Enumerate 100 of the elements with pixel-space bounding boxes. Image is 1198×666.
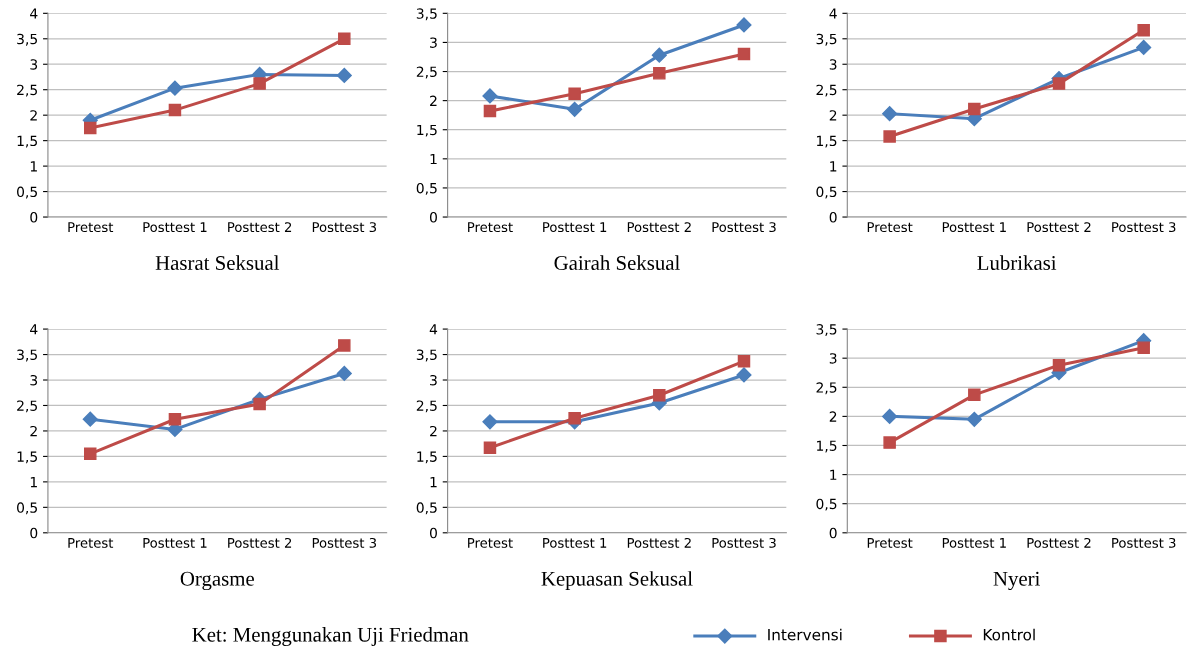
y-tick-label: 2 — [829, 110, 837, 121]
y-tick-label: 3 — [829, 353, 837, 364]
point — [253, 77, 266, 90]
x-tick-label: Pretest — [68, 222, 114, 233]
y-tick-label: 2 — [30, 110, 37, 121]
point — [737, 47, 751, 61]
y-tick-label: 1,5 — [417, 124, 437, 137]
text: Lubrikasi — [977, 255, 1057, 271]
text: Hasrat Seksual — [155, 255, 280, 271]
y-tick-label: 3 — [30, 374, 38, 386]
y-tick-label: 3 — [30, 59, 38, 70]
y-tick-label: 1,5 — [17, 135, 37, 148]
point — [653, 67, 666, 80]
point — [568, 411, 581, 425]
y-tick-label: 1,5 — [417, 451, 437, 464]
x-tick-label: Pretest — [468, 538, 513, 548]
y-tick-label: 2 — [30, 425, 37, 437]
y-tick-label: 2,5 — [416, 400, 437, 413]
point — [883, 436, 896, 449]
y-tick-label: 0,5 — [17, 186, 37, 199]
text: Orgasme — [180, 571, 254, 591]
x-tick-label: Posttest 2 — [1027, 537, 1091, 548]
point — [483, 104, 497, 118]
y-tick-label: 0,5 — [816, 498, 837, 511]
y-tick-label: 2,5 — [17, 84, 37, 97]
x-tick-label: Posttest 3 — [712, 222, 776, 233]
point — [84, 121, 97, 135]
y-tick-label: 0,5 — [816, 186, 837, 199]
point — [1137, 341, 1150, 354]
text: Nyeri — [993, 571, 1040, 591]
x-tick-label: Posttest 1 — [942, 538, 1006, 548]
y-tick-label: 4 — [30, 8, 38, 19]
point — [482, 88, 498, 104]
x-tick-label: Posttest 3 — [312, 537, 377, 548]
point — [167, 80, 183, 96]
y-tick-label: 1 — [30, 477, 37, 488]
text: Ket: Menggunakan Uji Friedman — [192, 627, 469, 647]
point — [883, 130, 896, 143]
x-tick-label: Pretest — [867, 538, 913, 548]
x-tick-label: Posttest 3 — [1112, 222, 1176, 233]
y-tick-label: 0,5 — [416, 502, 437, 515]
y-tick-label: 1 — [830, 161, 837, 172]
x-tick-label: Pretest — [867, 222, 913, 233]
point — [968, 388, 981, 402]
point — [168, 103, 182, 117]
point — [1137, 23, 1150, 37]
point — [253, 397, 266, 411]
y-tick-label: 2,5 — [816, 84, 837, 97]
x-tick-label: Posttest 3 — [712, 537, 776, 548]
y-tick-label: 1,5 — [817, 440, 837, 453]
point — [567, 101, 583, 117]
point — [651, 47, 667, 63]
x-tick-label: Posttest 1 — [143, 538, 207, 548]
point — [882, 408, 898, 424]
y-tick-label: 2,5 — [416, 66, 437, 79]
point — [736, 367, 752, 383]
point — [968, 102, 981, 116]
point — [168, 412, 182, 426]
y-tick-label: 0 — [30, 212, 38, 223]
x-tick-label: Pretest — [68, 538, 114, 548]
y-tick-label: 0 — [429, 212, 437, 223]
y-tick-label: 0,5 — [17, 502, 37, 515]
text: Kepuasan Sekusal — [541, 571, 693, 591]
x-tick-label: Pretest — [468, 222, 513, 233]
point — [336, 365, 352, 381]
point — [568, 87, 581, 100]
y-tick-label: 1 — [30, 161, 37, 172]
y-tick-label: 3,5 — [816, 324, 837, 336]
y-tick-label: 1,5 — [17, 451, 37, 464]
point — [483, 441, 497, 454]
point — [82, 411, 98, 427]
y-tick-label: 2,5 — [17, 400, 37, 413]
y-tick-label: 3 — [829, 59, 837, 70]
x-tick-label: Posttest 2 — [627, 537, 691, 548]
point — [1052, 77, 1066, 90]
x-tick-label: Posttest 3 — [1112, 537, 1176, 548]
point — [336, 67, 352, 84]
x-tick-label: Posttest 2 — [228, 537, 292, 548]
y-tick-label: 3,5 — [17, 33, 37, 46]
y-tick-label: 3,5 — [416, 349, 437, 362]
y-tick-label: 0 — [30, 527, 38, 539]
y-tick-label: 2 — [430, 95, 437, 106]
point — [482, 414, 498, 430]
y-tick-label: 1 — [430, 153, 437, 165]
point — [1052, 358, 1066, 372]
y-tick-label: 4 — [829, 8, 837, 19]
legend-label: Kontrol — [983, 628, 1035, 641]
y-tick-label: 1,5 — [817, 135, 837, 148]
x-tick-label: Posttest 1 — [942, 222, 1006, 233]
x-tick-label: Posttest 2 — [228, 222, 292, 233]
point — [653, 389, 666, 402]
y-tick-label: 0 — [829, 212, 837, 223]
y-tick-label: 3,5 — [416, 8, 437, 21]
point — [882, 106, 898, 122]
y-tick-label: 4 — [429, 324, 438, 335]
point — [737, 354, 751, 368]
point — [966, 411, 982, 427]
y-tick-label: 0,5 — [416, 182, 437, 195]
y-tick-label: 3,5 — [816, 33, 837, 46]
point — [1136, 39, 1152, 56]
